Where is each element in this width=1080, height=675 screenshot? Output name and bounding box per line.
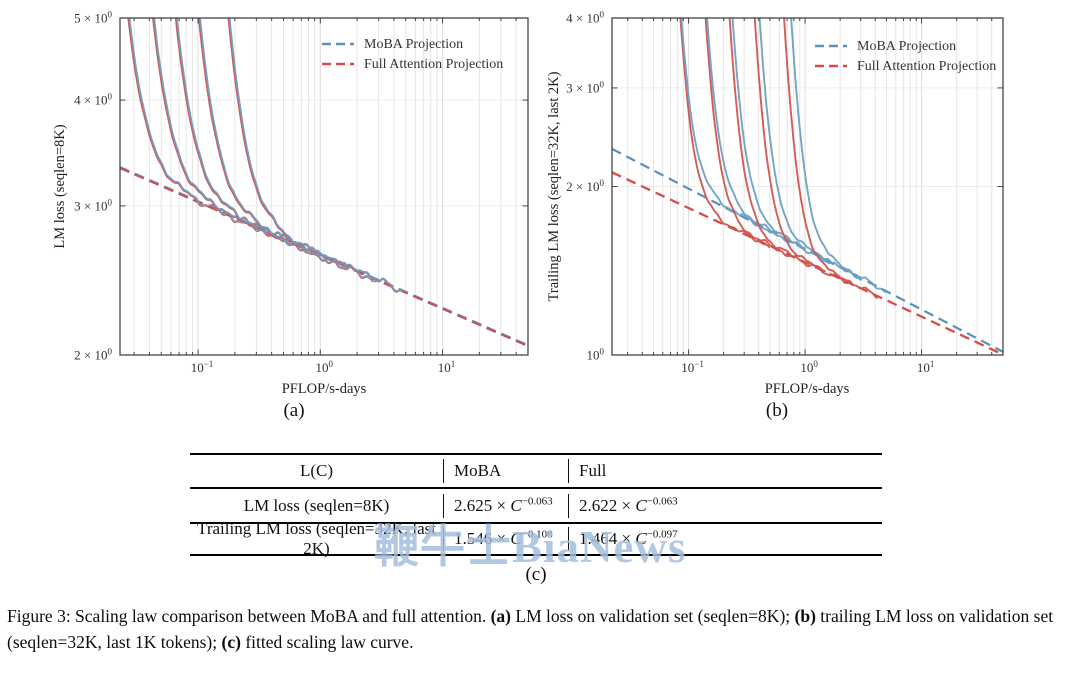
tick-label: 4 × 100 — [566, 10, 604, 26]
tick-label: 3 × 100 — [566, 79, 604, 95]
row-label: Trailing LM loss (seqlen=32K, last 2K) — [197, 518, 436, 558]
full-attention-run-curve — [127, 18, 285, 243]
panel-label-a: (a) — [283, 400, 304, 421]
moba-run-curve — [199, 18, 377, 283]
figure-caption: Figure 3: Scaling law comparison between… — [7, 606, 1054, 652]
column-divider — [443, 459, 444, 483]
moba-run-curve — [790, 18, 887, 294]
full-value: 1.464 × C−0.097 — [568, 526, 882, 551]
moba-run-curve — [680, 18, 779, 235]
tick-label: 10−1 — [191, 359, 214, 375]
tick-label: 100 — [587, 347, 605, 363]
legend-label: Full Attention Projection — [364, 57, 503, 72]
tick-label: 2 × 100 — [566, 178, 604, 194]
panel-label-c: (c) — [525, 564, 547, 585]
legend-label: MoBA Projection — [857, 39, 956, 54]
table-rule-top — [190, 453, 882, 455]
plot-a: 10−1 100 101 2 × 100 3 × 100 4 × 100 5 × 100 PF… — [52, 10, 529, 421]
table-header-row: L(C) MoBA Full — [190, 455, 882, 487]
tick-label: 4 × 100 — [74, 92, 112, 108]
watermark: 鞭牛士BiaNews — [374, 522, 687, 572]
x-axis-label: PFLOP/s-days — [765, 381, 850, 397]
full-attention-run-curve — [753, 18, 855, 287]
column-divider — [568, 459, 569, 483]
tick-label: 10−1 — [681, 359, 704, 375]
y-axis-label: LM loss (seqlen=8K) — [52, 124, 68, 248]
moba-value: 2.625 × C−0.063 — [443, 493, 568, 518]
y-axis-label: Trailing LM loss (seqlen=32K, last 2K) — [546, 71, 562, 301]
moba-run-curve — [176, 18, 349, 268]
panel-label-b: (b) — [766, 400, 788, 421]
moba-run-curve — [706, 18, 806, 250]
x-axis-label: PFLOP/s-days — [282, 381, 367, 397]
full-attention-projection-line — [120, 167, 528, 347]
full-attention-run-curve — [704, 18, 798, 258]
moba-run-curve — [758, 18, 863, 281]
tick-label: 101 — [438, 359, 456, 375]
table-header-full: Full — [568, 459, 882, 483]
table-rule-header — [190, 487, 882, 489]
full-attention-run-curve — [728, 18, 826, 273]
tick-label: 101 — [917, 359, 935, 375]
column-divider — [568, 526, 569, 551]
column-divider — [443, 493, 444, 518]
scaling-plots: 10−1 100 101 2 × 100 3 × 100 4 × 100 5 × 100 PF… — [52, 10, 1004, 421]
row-label: LM loss (seqlen=8K) — [243, 495, 390, 515]
table-rule-bottom — [190, 554, 882, 556]
scaling-law-table: L(C) MoBA Full LM loss (seqlen=8K) 2.625… — [190, 453, 882, 558]
full-value: 2.622 × C−0.063 — [568, 493, 882, 518]
moba-run-curve — [731, 18, 835, 266]
plot-frame — [119, 17, 529, 356]
column-divider — [443, 526, 444, 551]
tick-label: 100 — [316, 359, 334, 375]
table-row: LM loss (seqlen=8K) 2.625 × C−0.063 2.62… — [190, 489, 882, 522]
tick-label: 100 — [800, 359, 818, 375]
legend-label: MoBA Projection — [364, 37, 463, 52]
table-rule-mid — [190, 522, 882, 524]
table-header-lc: L(C) — [299, 461, 334, 480]
tick-label: 5 × 100 — [74, 10, 112, 26]
moba-projection-line — [612, 147, 1003, 353]
column-divider — [568, 493, 569, 518]
legend-label: Full Attention Projection — [857, 59, 996, 74]
table-header-moba: MoBA — [443, 459, 568, 483]
tick-label: 2 × 100 — [74, 347, 112, 363]
full-attention-run-curve — [679, 18, 771, 249]
table-row: Trailing LM loss (seqlen=32K, last 2K) 1… — [190, 519, 882, 558]
tick-label: 3 × 100 — [74, 197, 112, 213]
moba-value: 1.546 × C−0.108 — [443, 526, 568, 551]
moba-run-curve — [128, 18, 288, 243]
full-attention-projection-line — [612, 171, 1003, 355]
moba-run-curve — [228, 18, 403, 293]
plot-b: 10−1 100 101 100 2 × 100 3 × 100 4 × 100 PFLOP/… — [546, 10, 1004, 421]
full-attention-run-curve — [783, 18, 879, 300]
